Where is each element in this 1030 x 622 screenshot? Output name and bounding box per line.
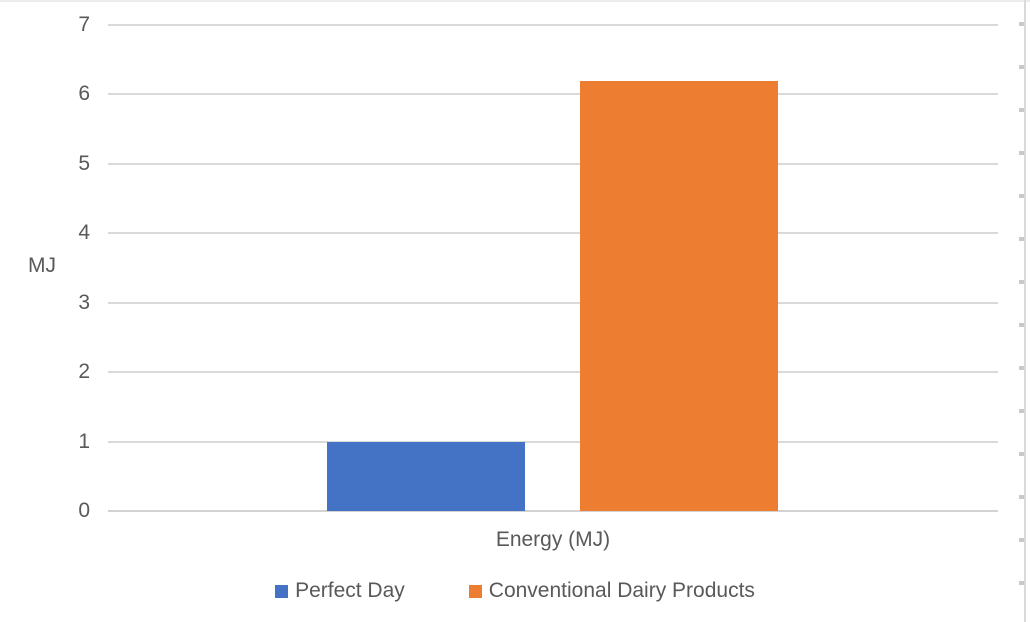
- gridline-5: [108, 162, 998, 165]
- worksheet-right-edge: [1024, 0, 1026, 622]
- worksheet-row-tick: [1019, 538, 1024, 542]
- legend-swatch-orange: [468, 584, 482, 598]
- worksheet-row-tick: [1019, 581, 1024, 585]
- worksheet-row-tick: [1019, 495, 1024, 499]
- gridline-6: [108, 93, 998, 96]
- legend-label-conventional-dairy-products: Conventional Dairy Products: [488, 579, 755, 602]
- y-tick-label-6: 6: [78, 82, 90, 106]
- y-tick-label-7: 7: [78, 13, 90, 36]
- y-tick-label-4: 4: [78, 221, 90, 245]
- worksheet-row-tick: [1019, 22, 1024, 26]
- plot-area: [108, 24, 998, 512]
- worksheet-top-edge: [0, 0, 1030, 2]
- worksheet-row-tick: [1019, 452, 1024, 456]
- gridline-3: [108, 301, 998, 304]
- gridline-1: [108, 440, 998, 443]
- x-category-label: Energy (MJ): [495, 528, 611, 551]
- worksheet-row-tick: [1019, 323, 1024, 327]
- y-tick-label-0: 0: [78, 499, 90, 522]
- legend: Perfect Day Conventional Dairy Products: [0, 578, 1030, 604]
- legend-item-perfect-day[interactable]: Perfect Day: [275, 579, 405, 603]
- legend-item-conventional-dairy-products[interactable]: Conventional Dairy Products: [468, 579, 755, 603]
- worksheet-row-tick: [1019, 194, 1024, 198]
- gridline-0: [108, 510, 998, 512]
- worksheet-row-tick: [1019, 237, 1024, 241]
- y-tick-label-1: 1: [78, 429, 90, 453]
- y-tick-label-2: 2: [78, 360, 90, 384]
- y-axis-title: MJ: [28, 254, 56, 277]
- gridline-4: [108, 232, 998, 235]
- y-tick-label-5: 5: [78, 151, 90, 175]
- legend-label-perfect-day: Perfect Day: [295, 579, 405, 602]
- worksheet-row-tick: [1019, 280, 1024, 284]
- gridline-7: [108, 24, 998, 26]
- worksheet-row-tick: [1019, 65, 1024, 69]
- worksheet-row-tick: [1019, 151, 1024, 155]
- worksheet-row-tick: [1019, 108, 1024, 112]
- worksheet-row-tick: [1019, 409, 1024, 413]
- y-axis-tick-labels: 0 1 2 3 4 5 6 7: [0, 0, 90, 622]
- worksheet-row-tick: [1019, 366, 1024, 370]
- gridline-2: [108, 371, 998, 374]
- legend-swatch-blue: [275, 584, 289, 598]
- bar-conventional-dairy-products[interactable]: [580, 81, 778, 511]
- y-tick-label-3: 3: [78, 290, 90, 314]
- bar-perfect-day[interactable]: [327, 442, 525, 511]
